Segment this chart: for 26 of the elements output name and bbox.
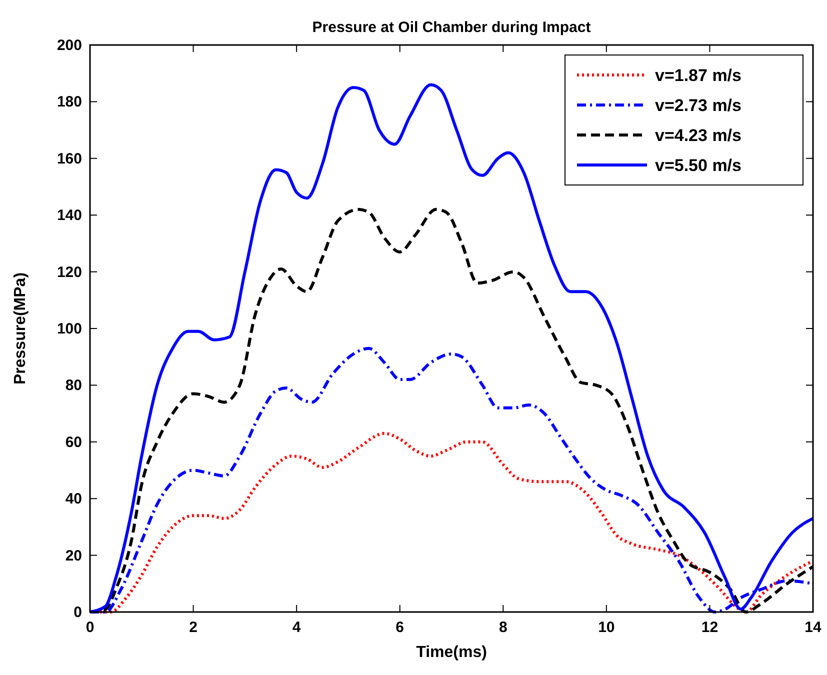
y-axis-title: Pressure(MPa) — [12, 272, 29, 385]
x-tick-label: 0 — [86, 619, 94, 636]
y-tick-label: 200 — [56, 37, 82, 54]
x-tick-label: 2 — [189, 619, 198, 636]
x-axis-title: Time(ms) — [416, 644, 487, 661]
legend-label: v=1.87 m/s — [655, 66, 742, 85]
y-tick-label: 40 — [65, 490, 82, 508]
x-tick-label: 14 — [804, 619, 822, 636]
legend-label: v=2.73 m/s — [655, 96, 742, 115]
x-tick-label: 12 — [701, 619, 718, 636]
y-tick-label: 100 — [56, 320, 82, 338]
x-tick-label: 6 — [396, 619, 404, 636]
legend-label: v=5.50 m/s — [655, 156, 742, 175]
y-tick-label: 140 — [56, 207, 82, 224]
y-tick-label: 20 — [65, 547, 82, 564]
y-tick-label: 180 — [56, 94, 82, 111]
x-tick-label: 4 — [292, 619, 302, 636]
x-tick-label: 10 — [598, 619, 615, 636]
y-tick-label: 120 — [56, 264, 82, 281]
y-tick-label: 80 — [65, 377, 82, 394]
legend-label: v=4.23 m/s — [655, 126, 742, 145]
y-tick-label: 0 — [74, 604, 82, 621]
y-tick-label: 60 — [65, 434, 82, 451]
x-tick-label: 8 — [498, 619, 508, 636]
y-tick-label: 160 — [56, 150, 82, 168]
chart-title: Pressure at Oil Chamber during Impact — [312, 19, 591, 36]
